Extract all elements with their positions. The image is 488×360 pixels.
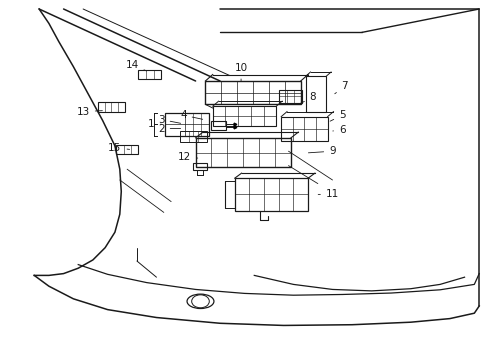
Text: 1: 1 — [148, 119, 161, 129]
Text: 11: 11 — [318, 189, 339, 199]
Text: 9: 9 — [308, 146, 335, 156]
Text: 5: 5 — [329, 110, 345, 121]
Text: 6: 6 — [332, 125, 345, 135]
Bar — [165, 113, 209, 136]
Bar — [193, 163, 206, 170]
Bar — [212, 106, 276, 126]
Bar — [281, 117, 327, 141]
Bar — [138, 70, 161, 79]
Bar — [180, 131, 206, 142]
Bar — [305, 76, 325, 112]
Text: 12: 12 — [178, 152, 197, 162]
Text: 15: 15 — [108, 143, 129, 153]
Bar — [234, 178, 307, 211]
Text: 7: 7 — [334, 81, 347, 94]
Text: 10: 10 — [234, 63, 247, 81]
Bar — [205, 81, 300, 104]
Bar — [278, 90, 302, 103]
Text: 13: 13 — [76, 107, 102, 117]
Text: 4: 4 — [180, 110, 202, 120]
Bar — [116, 145, 138, 154]
Text: 3: 3 — [158, 114, 180, 125]
Text: 2: 2 — [158, 123, 180, 134]
Bar — [98, 102, 124, 112]
Bar — [211, 121, 225, 130]
Bar — [195, 138, 290, 167]
Text: 14: 14 — [125, 60, 146, 71]
Text: 8: 8 — [300, 92, 316, 103]
